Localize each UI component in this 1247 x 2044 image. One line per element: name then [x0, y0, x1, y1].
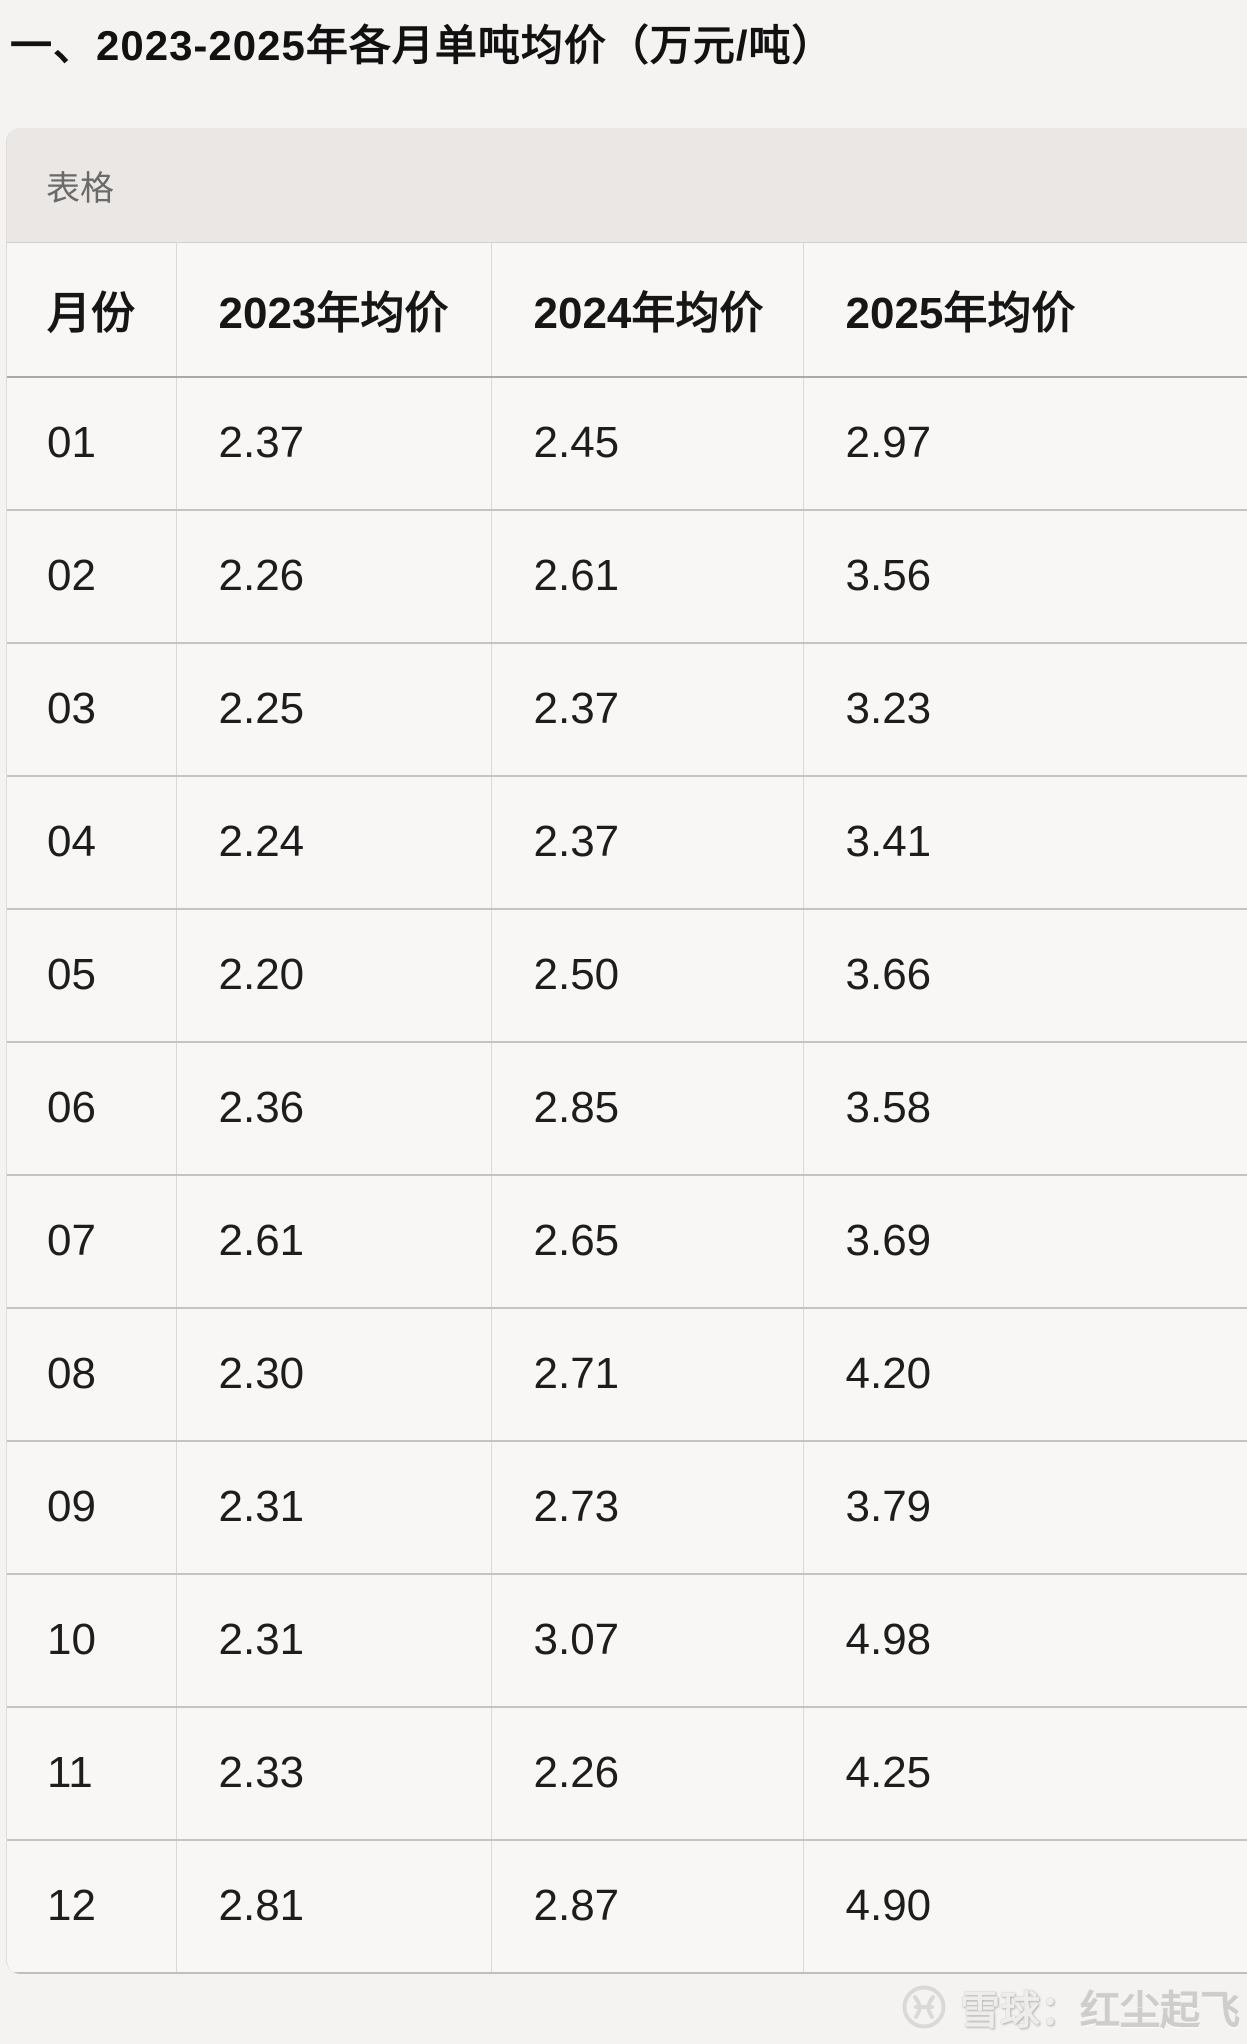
column-header-2023: 2023年均价: [176, 242, 492, 378]
month-cell: 02: [7, 509, 177, 644]
table-row: 04 2.24 2.37 3.41: [7, 775, 1247, 910]
price-2023-cell: 2.31: [176, 1573, 492, 1708]
price-2024-cell: 2.37: [491, 775, 804, 910]
price-2023-cell: 2.33: [176, 1706, 492, 1841]
price-2025-cell: 3.58: [803, 1041, 1247, 1176]
price-2025-cell: 4.90: [803, 1839, 1247, 1974]
watermark: 雪球：红尘起飞: [900, 1978, 1240, 2036]
table-row: 10 2.31 3.07 4.98: [7, 1573, 1247, 1708]
price-2023-cell: 2.61: [176, 1174, 492, 1309]
month-cell: 10: [7, 1573, 177, 1708]
table-row: 11 2.33 2.26 4.25: [7, 1706, 1247, 1841]
table-row: 05 2.20 2.50 3.66: [7, 908, 1247, 1043]
month-cell: 11: [7, 1706, 177, 1841]
price-2025-cell: 3.23: [803, 642, 1247, 777]
month-cell: 09: [7, 1440, 177, 1575]
month-cell: 04: [7, 775, 177, 910]
price-2023-cell: 2.25: [176, 642, 492, 777]
month-cell: 06: [7, 1041, 177, 1176]
watermark-text: 雪球：红尘起飞: [960, 1978, 1240, 2036]
price-2023-cell: 2.36: [176, 1041, 492, 1176]
column-header-2025: 2025年均价: [803, 242, 1247, 378]
month-cell: 03: [7, 642, 177, 777]
month-cell: 07: [7, 1174, 177, 1309]
price-2023-cell: 2.20: [176, 908, 492, 1043]
price-2023-cell: 2.30: [176, 1307, 492, 1442]
price-2024-cell: 2.37: [491, 642, 804, 777]
xueqiu-logo-icon: [902, 1985, 946, 2029]
price-2023-cell: 2.24: [176, 775, 492, 910]
price-2024-cell: 2.71: [491, 1307, 804, 1442]
table-row: 06 2.36 2.85 3.58: [7, 1041, 1247, 1176]
price-2023-cell: 2.31: [176, 1440, 492, 1575]
price-table: 月份 2023年均价 2024年均价 2025年均价 01 2.37 2.45 …: [7, 242, 1247, 1974]
price-2025-cell: 4.20: [803, 1307, 1247, 1442]
price-2025-cell: 3.69: [803, 1174, 1247, 1309]
price-2025-cell: 3.56: [803, 509, 1247, 644]
price-2024-cell: 2.61: [491, 509, 804, 644]
table-header-row: 月份 2023年均价 2024年均价 2025年均价: [7, 242, 1247, 378]
table-card-label: 表格: [46, 169, 114, 208]
month-cell: 12: [7, 1839, 177, 1974]
price-2025-cell: 4.98: [803, 1573, 1247, 1708]
price-2024-cell: 3.07: [491, 1573, 804, 1708]
month-cell: 01: [7, 376, 177, 511]
column-header-month: 月份: [7, 242, 177, 378]
table-row: 08 2.30 2.71 4.20: [7, 1307, 1247, 1442]
month-cell: 05: [7, 908, 177, 1043]
table-card: 表格 月份 2023年均价 2024年均价 2025年均价 01 2.37 2.…: [6, 128, 1247, 1974]
table-row: 02 2.26 2.61 3.56: [7, 509, 1247, 644]
table-row: 12 2.81 2.87 4.90: [7, 1839, 1247, 1974]
price-2024-cell: 2.65: [491, 1174, 804, 1309]
watermark-user: 红尘起飞: [1080, 1989, 1240, 2033]
table-row: 03 2.25 2.37 3.23: [7, 642, 1247, 777]
price-2024-cell: 2.87: [491, 1839, 804, 1974]
price-2024-cell: 2.26: [491, 1706, 804, 1841]
price-2024-cell: 2.73: [491, 1440, 804, 1575]
price-2023-cell: 2.81: [176, 1839, 492, 1974]
watermark-site: 雪球：: [960, 1989, 1080, 2033]
price-2025-cell: 3.66: [803, 908, 1247, 1043]
table-row: 01 2.37 2.45 2.97: [7, 376, 1247, 511]
table-row: 09 2.31 2.73 3.79: [7, 1440, 1247, 1575]
price-2024-cell: 2.50: [491, 908, 804, 1043]
page-title: 一、2023-2025年各月单吨均价（万元/吨）: [10, 22, 835, 69]
price-2025-cell: 3.41: [803, 775, 1247, 910]
price-2023-cell: 2.26: [176, 509, 492, 644]
price-2025-cell: 4.25: [803, 1706, 1247, 1841]
price-2023-cell: 2.37: [176, 376, 492, 511]
price-2025-cell: 3.79: [803, 1440, 1247, 1575]
price-2024-cell: 2.45: [491, 376, 804, 511]
price-2024-cell: 2.85: [491, 1041, 804, 1176]
table-card-header: 表格: [7, 128, 1247, 242]
column-header-2024: 2024年均价: [491, 242, 804, 378]
table-row: 07 2.61 2.65 3.69: [7, 1174, 1247, 1309]
month-cell: 08: [7, 1307, 177, 1442]
price-2025-cell: 2.97: [803, 376, 1247, 511]
